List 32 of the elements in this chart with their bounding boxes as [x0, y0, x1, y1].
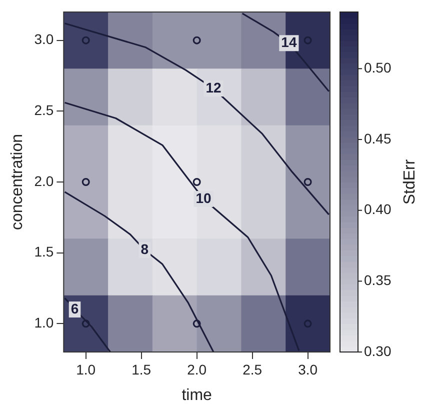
y-tick-label: 1.5 — [34, 244, 54, 260]
point — [304, 178, 312, 186]
x-tick-label: 1.5 — [132, 361, 152, 378]
x-tick-label: 3.0 — [298, 361, 318, 378]
point — [304, 36, 312, 44]
point — [82, 320, 90, 328]
point — [192, 320, 201, 328]
y-axis-title: concentration — [9, 134, 26, 230]
y-tick-label: 2.0 — [34, 172, 54, 189]
y-tick-label: 1.0 — [34, 314, 54, 331]
color-bar-label: 0.40 — [364, 201, 392, 218]
series-label: 10 — [196, 190, 212, 206]
series-label: 6 — [70, 300, 79, 316]
point — [82, 178, 90, 186]
point — [192, 178, 201, 186]
color-bar-label: 0.45 — [364, 130, 392, 146]
color-bar-label: 0.35 — [364, 272, 392, 288]
x-tick-label: 1.0 — [76, 361, 96, 378]
x-tick-label: 2.0 — [187, 361, 207, 378]
x-tick-label: 2.5 — [242, 361, 262, 378]
y-tick-label: 2.5 — [34, 102, 54, 118]
color-bar-label: 0.50 — [364, 60, 392, 76]
color-bar-label: 0.30 — [364, 342, 392, 359]
series-label: 8 — [140, 240, 149, 257]
point — [304, 320, 312, 328]
series-label: 14 — [281, 34, 297, 50]
point — [192, 36, 201, 44]
series-label: 12 — [206, 79, 222, 96]
y-tick-label: 3.0 — [34, 31, 54, 48]
color-bar-title: StdErr — [401, 158, 418, 205]
point — [82, 36, 90, 44]
x-axis-title: time — [182, 386, 212, 404]
